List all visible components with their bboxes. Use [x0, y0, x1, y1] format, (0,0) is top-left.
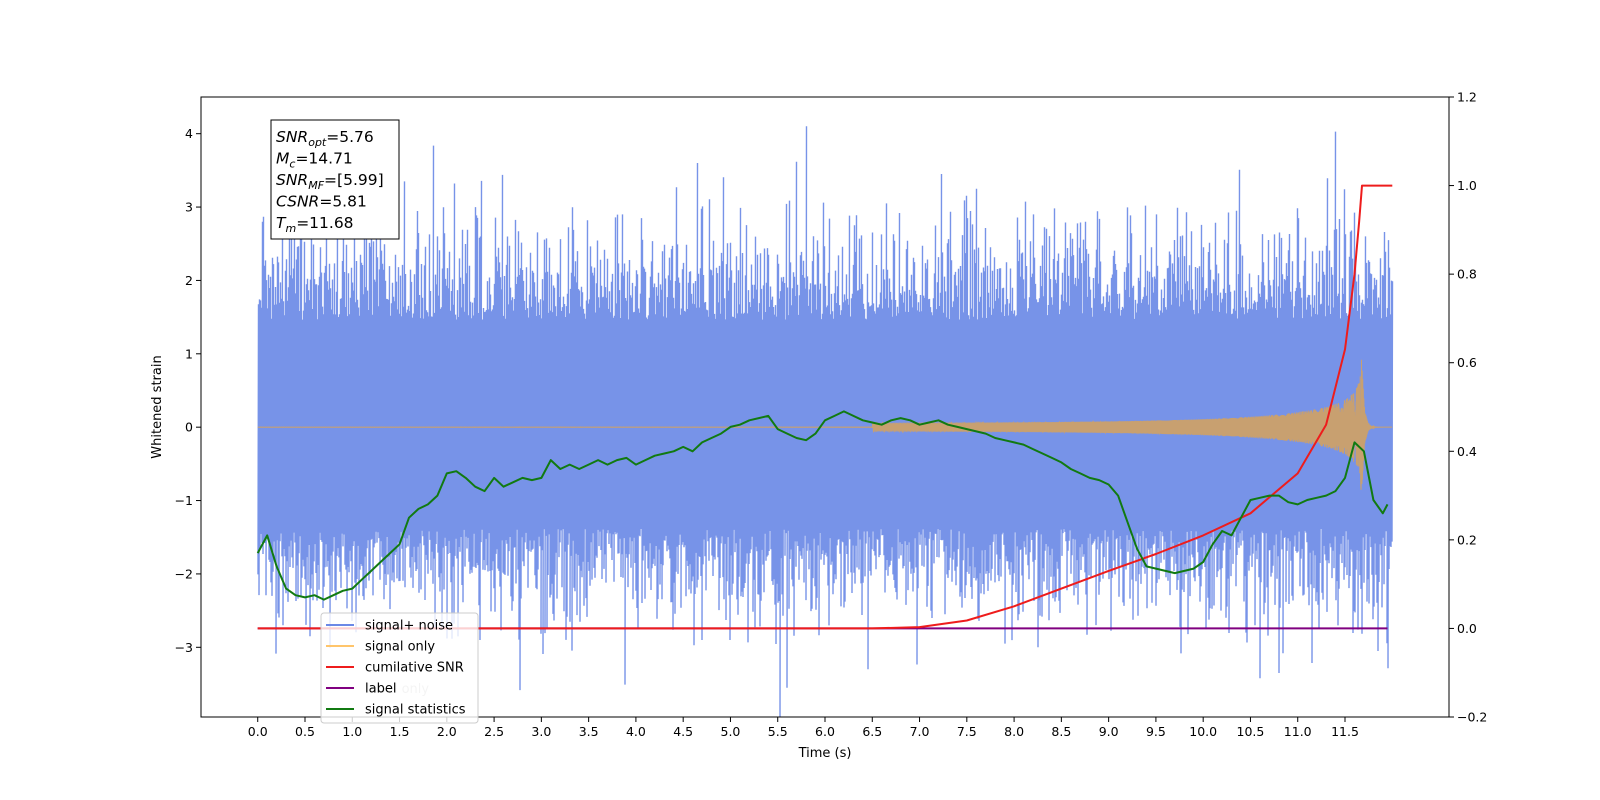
x-tick-label: 11.5 [1331, 724, 1359, 739]
x-tick-label: 3.5 [579, 724, 599, 739]
legend-frame [320, 612, 479, 724]
annotation-line: SNRMF=[5.99] [276, 171, 384, 192]
x-tick-label: 9.0 [1099, 724, 1119, 739]
x-tick-label: 1.0 [342, 724, 362, 739]
x-tick-label: 8.5 [1051, 724, 1071, 739]
x-tick-label: 2.0 [437, 724, 457, 739]
x-axis-label: Time (s) [798, 746, 852, 761]
x-tick-label: 5.5 [768, 724, 788, 739]
x-tick-label: 4.5 [673, 724, 693, 739]
parameter-annotation-box: SNRopt=5.76Mc=14.71SNRMF=[5.99]CSNR=5.81… [270, 119, 400, 240]
y-tick-label: 3 [185, 200, 193, 215]
y2-tick-label: 0.8 [1457, 267, 1477, 282]
legend-label: signal statistics [365, 703, 466, 718]
x-tick-label: 0.5 [295, 724, 315, 739]
annotation-frame [270, 119, 400, 240]
annotation-line: CSNR=5.81 [276, 193, 367, 211]
y-tick-label: −2 [175, 566, 193, 581]
series-cumulative-snr [257, 184, 1393, 630]
legend-label: signal+ noise [365, 619, 453, 634]
x-tick-label: 2.5 [484, 724, 504, 739]
y2-tick-label: 0.6 [1457, 355, 1477, 370]
legend-label: cumilative SNR [365, 661, 464, 676]
x-tick-label: 6.5 [862, 724, 882, 739]
x-tick-label: 9.5 [1146, 724, 1166, 739]
x-axis: 0.0 0.5 1.0 1.5 2.0 2.5 3.0 3.5 4.0 4.5 5.0 5.5 6.0 6… [248, 717, 1359, 739]
x-tick-label: 8.0 [1004, 724, 1024, 739]
x-tick-label: 5.0 [721, 724, 741, 739]
y-tick-label: 2 [185, 273, 193, 288]
legend-label: signal only [365, 640, 435, 655]
x-tick-label: 10.0 [1189, 724, 1217, 739]
x-tick-label: 10.5 [1237, 724, 1265, 739]
y-axis-right: −0.2 0.0 0.2 0.4 0.6 0.8 1.0 1.2 [1449, 90, 1487, 725]
y2-tick-label: 1.2 [1457, 90, 1477, 105]
y2-tick-label: 0.2 [1457, 532, 1477, 547]
annotation-line: SNRopt=5.76 [276, 128, 374, 149]
y2-tick-label: −0.2 [1457, 710, 1487, 725]
y2-tick-label: 0.0 [1457, 621, 1477, 636]
legend-label: label [365, 682, 396, 697]
annotation-line: Mc=14.71 [276, 150, 353, 171]
x-tick-label: 0.0 [248, 724, 268, 739]
y-tick-label: −3 [175, 640, 193, 655]
series-signal-statistics [256, 410, 1389, 601]
y-tick-label: 4 [185, 126, 193, 141]
y-tick-label: −1 [175, 493, 193, 508]
annotation-line: Tm=11.68 [276, 214, 354, 235]
x-tick-label: 7.5 [957, 724, 977, 739]
y-tick-label: 1 [185, 346, 193, 361]
x-tick-label: 3.0 [531, 724, 551, 739]
y-axis-left: −3 −2 −1 0 1 2 3 4 [175, 126, 201, 655]
y-axis-label: Whitened strain [150, 355, 165, 458]
x-tick-label: 6.0 [815, 724, 835, 739]
x-tick-label: 11.0 [1284, 724, 1312, 739]
series-signal-only [257, 359, 1393, 490]
y2-tick-label: 1.0 [1457, 178, 1477, 193]
x-tick-label: 1.5 [390, 724, 410, 739]
y2-tick-label: 0.4 [1457, 444, 1477, 459]
x-tick-label: 7.0 [910, 724, 930, 739]
y-tick-label: 0 [185, 420, 193, 435]
x-tick-label: 4.0 [626, 724, 646, 739]
